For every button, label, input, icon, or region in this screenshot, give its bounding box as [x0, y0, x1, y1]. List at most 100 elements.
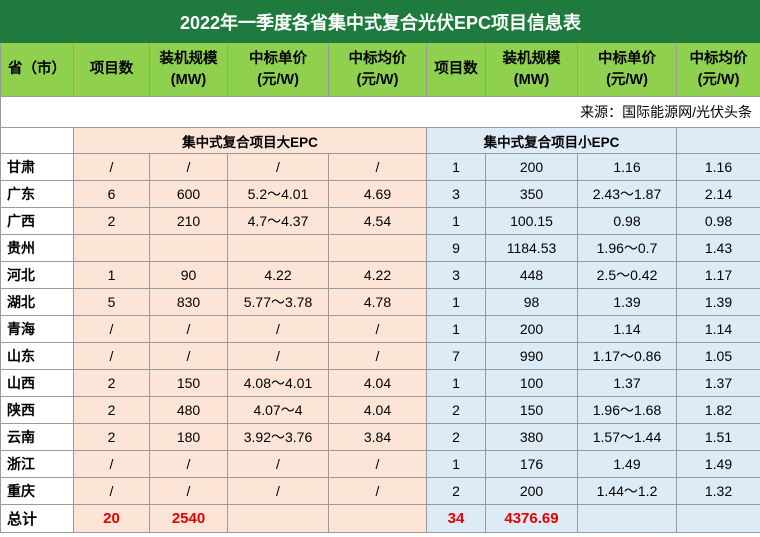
large-capacity-cell: /: [149, 153, 228, 181]
large-avg-price-cell: 4.78: [328, 288, 427, 316]
total-small-count: 34: [426, 504, 486, 533]
header-cell: 中标均价 (元/W): [328, 42, 427, 97]
small-capacity-cell: 98: [485, 288, 578, 316]
small-avg-price-cell: 2.14: [675, 180, 760, 208]
table-row: 陕西 2 480 4.07～4 4.04 2 150 1.96～1.68 1.82: [0, 396, 760, 424]
large-avg-price-cell: 4.04: [328, 396, 427, 424]
large-avg-price-cell: /: [328, 477, 427, 505]
large-capacity-cell: /: [149, 450, 228, 478]
province-cell: 云南: [0, 423, 74, 451]
large-avg-price-cell: 4.04: [328, 369, 427, 397]
small-avg-price-cell: 1.37: [675, 369, 760, 397]
small-unit-price-cell: 1.49: [577, 450, 677, 478]
large-capacity-cell: 210: [149, 207, 228, 235]
large-unit-price-cell: /: [227, 153, 329, 181]
table-row: 甘肃 / / //1 200 1.16 1.16: [0, 153, 760, 181]
large-count-cell: /: [73, 153, 150, 181]
large-unit-price-cell: /: [227, 342, 329, 370]
table-title: 2022年一季度各省集中式复合光伏EPC项目信息表: [0, 0, 760, 43]
province-cell: 陕西: [0, 396, 74, 424]
small-unit-price-cell: 1.37: [577, 369, 677, 397]
small-unit-price-cell: 1.57～1.44: [577, 423, 677, 451]
total-row: 总计 20 2540 34 4376.69: [0, 504, 760, 533]
small-avg-price-cell: 1.43: [675, 234, 760, 262]
small-count-cell: 9: [426, 234, 486, 262]
large-unit-price-cell: 5.77～3.78: [227, 288, 329, 316]
large-capacity-cell: 830: [149, 288, 228, 316]
header-cell: 中标单价 (元/W): [227, 42, 329, 97]
province-cell: 重庆: [0, 477, 74, 505]
table-row: 广西 2 210 4.7～4.37 4.54 1 100.15 0.98 0.98: [0, 207, 760, 235]
province-cell: 山东: [0, 342, 74, 370]
small-avg-price-cell: 1.51: [675, 423, 760, 451]
province-cell: 广西: [0, 207, 74, 235]
large-avg-price-cell: 4.54: [328, 207, 427, 235]
header-cell: 省（市）: [0, 42, 74, 97]
small-avg-price-cell: 1.49: [675, 450, 760, 478]
group-large-epc: 集中式复合项目大EPC: [73, 127, 427, 154]
table-row: 河北 1 90 4.22 4.22 3 448 2.5～0.42 1.17: [0, 261, 760, 289]
large-capacity-cell: 180: [149, 423, 228, 451]
small-unit-price-cell: 1.96～1.68: [577, 396, 677, 424]
large-unit-price-cell: 3.92～3.76: [227, 423, 329, 451]
large-capacity-cell: 480: [149, 396, 228, 424]
small-count-cell: 1: [426, 450, 486, 478]
small-unit-price-cell: 1.44～1.2: [577, 477, 677, 505]
large-unit-price-cell: 4.08～4.01: [227, 369, 329, 397]
total-large-count: 20: [73, 504, 150, 533]
province-cell: 贵州: [0, 234, 74, 262]
source-note: 来源：国际能源网/光伏头条: [0, 96, 760, 128]
large-avg-price-cell: 4.22: [328, 261, 427, 289]
small-capacity-cell: 448: [485, 261, 578, 289]
small-avg-price-cell: 1.82: [675, 396, 760, 424]
small-capacity-cell: 200: [485, 153, 578, 181]
total-large-unit-empty: [227, 504, 329, 533]
table-row: 广东 6 600 5.2～4.01 4.69 3 350 2.43～1.87 2.14: [0, 180, 760, 208]
small-count-cell: 3: [426, 180, 486, 208]
large-unit-price-cell: 5.2～4.01: [227, 180, 329, 208]
table-row: 湖北 5 830 5.77～3.78 4.78 1 98 1.39 1.39: [0, 288, 760, 316]
small-avg-price-cell: 1.39: [675, 288, 760, 316]
large-count-cell: 1: [73, 261, 150, 289]
total-large-capacity: 2540: [149, 504, 228, 533]
header-cell: 中标均价 (元/W): [675, 42, 760, 97]
small-unit-price-cell: 1.39: [577, 288, 677, 316]
small-unit-price-cell: 0.98: [577, 207, 677, 235]
large-count-cell: /: [73, 477, 150, 505]
small-avg-price-cell: 1.14: [675, 315, 760, 343]
large-avg-price-cell: /: [328, 342, 427, 370]
small-unit-price-cell: 1.14: [577, 315, 677, 343]
small-count-cell: 3: [426, 261, 486, 289]
large-avg-price-cell: 4.69: [328, 180, 427, 208]
province-cell: 青海: [0, 315, 74, 343]
small-count-cell: 1: [426, 315, 486, 343]
total-small-unit-empty: [577, 504, 677, 533]
total-label: 总计: [0, 504, 74, 533]
small-count-cell: 2: [426, 396, 486, 424]
small-count-cell: 7: [426, 342, 486, 370]
large-capacity-cell: 90: [149, 261, 228, 289]
large-count-cell: 2: [73, 207, 150, 235]
small-capacity-cell: 200: [485, 477, 578, 505]
table-row: 青海 / / //1 200 1.14 1.14: [0, 315, 760, 343]
province-cell: 山西: [0, 369, 74, 397]
large-unit-price-cell: [227, 234, 329, 262]
small-capacity-cell: 350: [485, 180, 578, 208]
large-unit-price-cell: 4.22: [227, 261, 329, 289]
table-row: 山东 / / //7 990 1.17～0.86 1.05: [0, 342, 760, 370]
small-count-cell: 2: [426, 477, 486, 505]
province-cell: 湖北: [0, 288, 74, 316]
total-large-avg-empty: [328, 504, 427, 533]
table-row: 浙江 / / //1 176 1.49 1.49: [0, 450, 760, 478]
large-count-cell: /: [73, 450, 150, 478]
large-unit-price-cell: /: [227, 450, 329, 478]
large-capacity-cell: [149, 234, 228, 262]
large-capacity-cell: 150: [149, 369, 228, 397]
small-count-cell: 1: [426, 153, 486, 181]
large-count-cell: 2: [73, 396, 150, 424]
large-capacity-cell: /: [149, 342, 228, 370]
small-capacity-cell: 1184.53: [485, 234, 578, 262]
large-avg-price-cell: [328, 234, 427, 262]
small-avg-price-cell: 1.16: [675, 153, 760, 181]
